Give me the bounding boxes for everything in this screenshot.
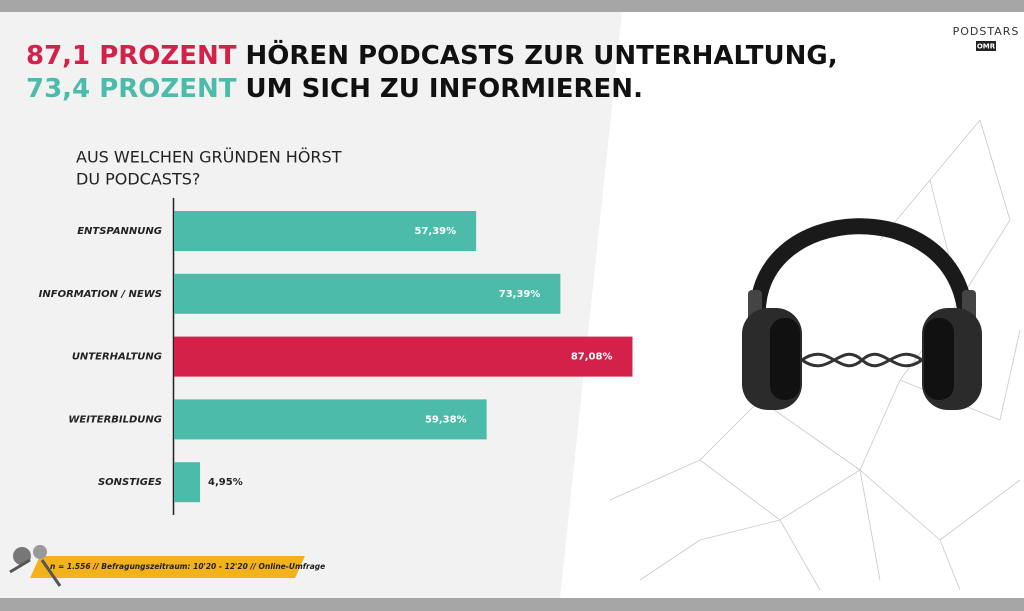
category-label: SONSTIGES — [98, 477, 162, 488]
footnote-banner — [30, 556, 305, 578]
bars: ENTSPANNUNG 57,39% INFORMATION / NEWS 73,39… — [39, 211, 633, 503]
headline-highlight: 73,4 PROZENT — [26, 74, 237, 104]
category-label: UNTERHALTUNG — [72, 352, 162, 363]
value-label: 87,08% — [571, 352, 613, 363]
logo-name: PODSTARS — [953, 25, 1020, 38]
category-label: WEITERBILDUNG — [68, 414, 162, 425]
mascot — [9, 545, 62, 587]
bar — [174, 273, 561, 314]
chart-title: DU PODCASTS? — [76, 170, 200, 189]
value-label: 4,95% — [208, 477, 243, 488]
headphones — [742, 218, 982, 410]
footnote: n = 1.556 // Befragungszeitraum: 10'20 -… — [50, 562, 325, 571]
logo-badge: OMR — [977, 43, 996, 51]
category-label: INFORMATION / NEWS — [39, 289, 162, 300]
chart-title: AUS WELCHEN GRÜNDEN HÖRST — [76, 148, 342, 167]
logo-badge-bg — [976, 41, 996, 51]
headline-text: UM SICH ZU INFORMIEREN. — [237, 74, 643, 104]
headline-text: HÖREN PODCASTS ZUR UNTERHALTUNG, — [237, 38, 838, 71]
value-label: 73,39% — [499, 289, 541, 300]
top-bar — [0, 0, 1024, 12]
headline-highlight: 87,1 PROZENT — [26, 41, 237, 71]
bar — [174, 399, 487, 440]
value-label: 59,38% — [425, 414, 467, 425]
category-label: ENTSPANNUNG — [77, 226, 162, 237]
headline-2: 73,4 PROZENT UM SICH ZU INFORMIEREN. — [26, 74, 643, 104]
value-label: 57,39% — [415, 226, 457, 237]
bar — [174, 336, 633, 377]
bar — [174, 211, 477, 251]
bottom-bar — [0, 598, 1024, 611]
headline-1: 87,1 PROZENT HÖREN PODCASTS ZUR UNTERHAL… — [26, 38, 838, 71]
bar — [174, 462, 201, 503]
